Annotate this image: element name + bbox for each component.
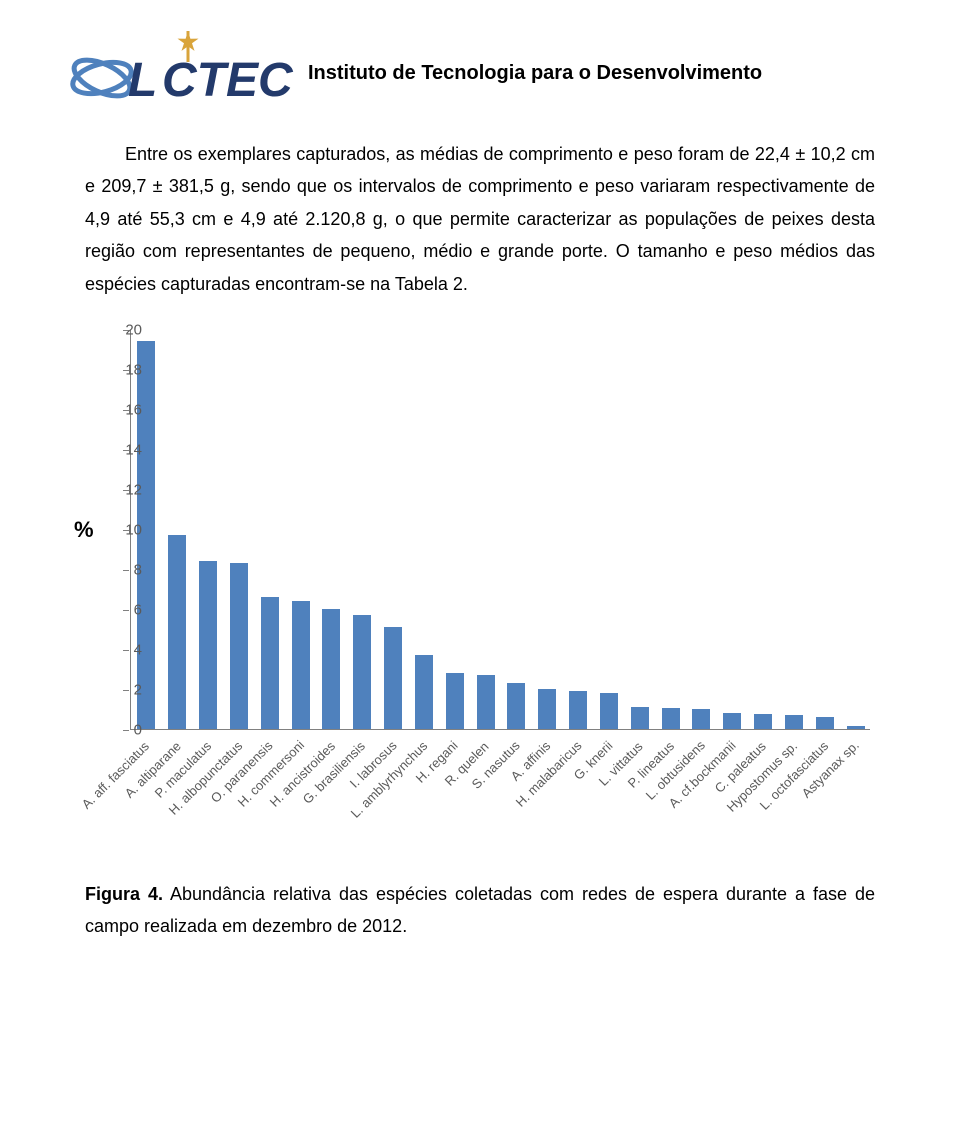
institute-title: Instituto de Tecnologia para o Desenvolv…	[308, 62, 762, 85]
chart-y-axis-label: %	[74, 517, 94, 543]
chart-bar	[785, 715, 803, 729]
chart-y-tick-label: 14	[102, 441, 142, 458]
page-header: L CTEC Instituto de Tecnologia para o De…	[0, 0, 960, 128]
chart-bar	[292, 601, 310, 729]
chart-y-tick-label: 6	[102, 601, 142, 618]
abundance-chart: % 02468101214161820A. aff. fasciatusA. a…	[70, 330, 890, 860]
body-paragraph-container: Entre os exemplares capturados, as média…	[0, 128, 960, 300]
chart-y-tick-label: 12	[102, 481, 142, 498]
chart-y-tick-label: 8	[102, 561, 142, 578]
chart-bar	[353, 615, 371, 729]
chart-plot-area	[130, 330, 870, 730]
logo-swirl-icon	[70, 53, 135, 104]
chart-bar	[322, 609, 340, 729]
figure-caption-lead: Figura 4.	[85, 884, 163, 904]
chart-bar	[538, 689, 556, 729]
chart-bar	[600, 693, 618, 729]
logo-text-l: L	[128, 54, 157, 107]
chart-y-tick-label: 20	[102, 321, 142, 338]
chart-bar	[168, 535, 186, 729]
chart-bar	[662, 708, 680, 729]
figure-caption-text: Abundância relativa das espécies coletad…	[85, 884, 875, 936]
chart-bar	[569, 691, 587, 729]
chart-bar	[477, 675, 495, 729]
lactec-logo: L CTEC	[70, 28, 300, 118]
chart-bar	[384, 627, 402, 729]
chart-bar	[230, 563, 248, 729]
chart-bar	[415, 655, 433, 729]
chart-bar	[446, 673, 464, 729]
chart-bar	[723, 713, 741, 729]
chart-y-tick-label: 0	[102, 721, 142, 738]
chart-y-tick-label: 18	[102, 361, 142, 378]
chart-y-tick-label: 4	[102, 641, 142, 658]
chart-bar	[199, 561, 217, 729]
chart-bar	[847, 726, 865, 729]
chart-bar	[754, 714, 772, 729]
figure-caption: Figura 4. Abundância relativa das espéci…	[0, 860, 960, 943]
logo-text-ctec: CTEC	[162, 54, 294, 107]
body-paragraph: Entre os exemplares capturados, as média…	[85, 138, 875, 300]
chart-y-tick-label: 10	[102, 521, 142, 538]
chart-bar	[631, 707, 649, 729]
chart-bar	[816, 717, 834, 729]
chart-bar	[507, 683, 525, 729]
chart-y-tick-label: 2	[102, 681, 142, 698]
chart-bar	[261, 597, 279, 729]
chart-y-tick-label: 16	[102, 401, 142, 418]
chart-bar	[692, 709, 710, 729]
